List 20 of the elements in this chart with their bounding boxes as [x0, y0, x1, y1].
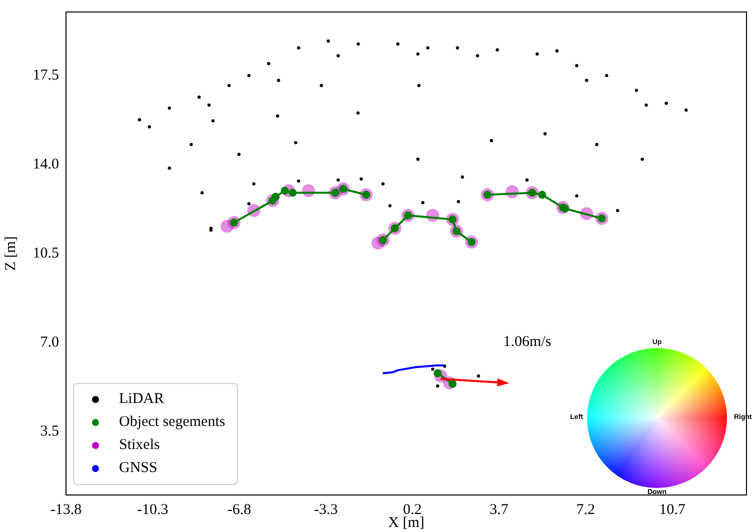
legend-label: Stixels	[119, 437, 160, 454]
y-tick-label: 14.0	[32, 156, 59, 172]
legend-label: GNSS	[119, 460, 158, 477]
x-tick-label: -13.8	[50, 502, 82, 518]
x-tick-label: -6.8	[227, 502, 252, 518]
x-tick-label: 7.2	[576, 502, 596, 518]
x-tick-label: -3.3	[314, 502, 338, 518]
legend-label: Object segements	[119, 414, 226, 431]
x-tick-label: 3.7	[490, 502, 509, 518]
point	[280, 186, 289, 195]
y-axis-title: Z [m]	[2, 236, 19, 271]
x-tick-label: -10.3	[136, 502, 168, 518]
x-tick-label: 10.7	[659, 502, 686, 518]
y-tick-label: 10.5	[32, 245, 59, 262]
point	[538, 190, 546, 199]
annotation: 1.06m/s	[503, 334, 552, 350]
y-tick-label: 3.5	[40, 423, 59, 440]
y-tick-label: 17.5	[32, 67, 59, 84]
y-tick-label: 7.0	[40, 334, 59, 350]
legend-label: LiDAR	[119, 391, 164, 408]
